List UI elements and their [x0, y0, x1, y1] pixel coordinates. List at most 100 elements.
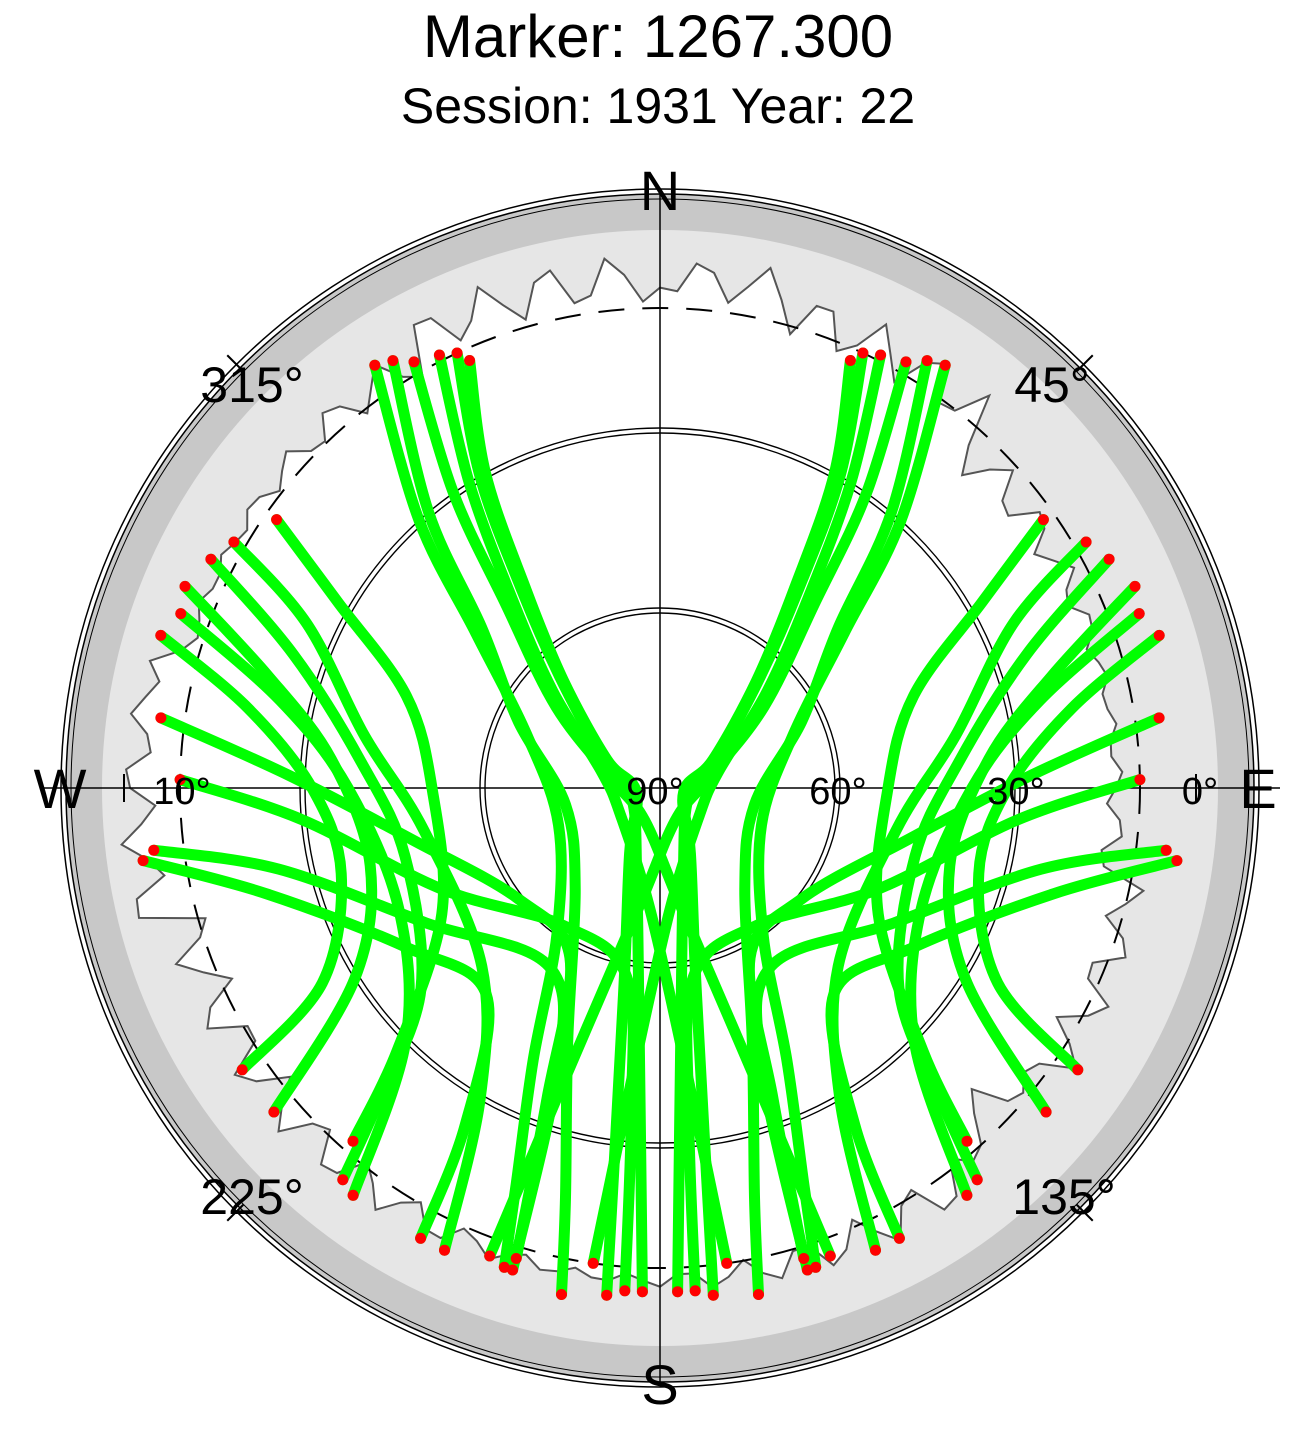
satellite-track — [387, 355, 581, 1300]
track-start-point — [464, 355, 476, 366]
track-end-point — [824, 1250, 836, 1262]
track-start-point — [844, 355, 856, 366]
track-end-point — [619, 1285, 631, 1297]
track-end-point — [268, 1106, 280, 1118]
track-start-point — [174, 774, 186, 786]
track-end-point — [689, 1285, 701, 1297]
track-end-point — [753, 1289, 764, 1300]
track-start-point — [1080, 536, 1092, 548]
track-start-point — [271, 514, 283, 526]
track-end-point — [721, 1257, 733, 1269]
north-label: N — [640, 159, 680, 222]
track-end-point — [1072, 1064, 1084, 1076]
chart-title: Marker: 1267.300 — [422, 3, 894, 70]
track-start-point — [433, 349, 445, 361]
track-end-point — [870, 1244, 881, 1256]
track-start-point — [1171, 855, 1183, 867]
track-end-point — [439, 1244, 450, 1256]
track-end-point — [961, 1189, 973, 1201]
track-start-point — [1134, 774, 1146, 786]
track-start-point — [857, 347, 869, 359]
track-end-point — [1040, 1106, 1052, 1118]
track-end-point — [337, 1174, 349, 1186]
track-start-point — [1133, 608, 1145, 620]
track-end-point — [601, 1289, 613, 1301]
satellite-track — [681, 774, 1146, 1297]
track-start-point — [875, 349, 887, 361]
azimuth-tick — [226, 1203, 245, 1222]
elevation-tick-label-60: 60° — [809, 771, 866, 813]
satellite-track — [271, 514, 450, 1147]
azimuth-tick-label-225: 225° — [200, 1169, 303, 1225]
track-start-point — [205, 553, 217, 565]
track-end-point — [636, 1286, 648, 1298]
track-end-point — [810, 1261, 822, 1273]
track-start-point — [900, 356, 912, 368]
satellite-track — [369, 359, 567, 1273]
west-label: W — [34, 757, 87, 820]
satellite-track — [743, 712, 1165, 1264]
azimuth-tick — [1075, 354, 1094, 373]
chart-subtitle: Session: 1931 Year: 22 — [400, 78, 916, 134]
track-end-point — [498, 1261, 510, 1273]
track-end-point — [707, 1289, 719, 1301]
track-end-point — [971, 1174, 983, 1186]
track-end-point — [672, 1286, 684, 1298]
track-end-point — [236, 1064, 248, 1076]
track-start-point — [1129, 580, 1141, 592]
track-end-point — [587, 1257, 599, 1269]
plot-axes — [40, 191, 1280, 1385]
track-endpoints — [137, 347, 1183, 1301]
track-end-point — [510, 1253, 522, 1264]
elevation-tick-label-90: 90° — [626, 771, 683, 813]
satellite-track — [228, 536, 493, 1256]
track-end-point — [347, 1189, 359, 1201]
satellite-track — [174, 774, 639, 1297]
track-start-point — [137, 855, 149, 867]
satellite-track — [464, 355, 643, 1301]
azimuth-tick-label-315: 315° — [200, 357, 303, 413]
track-end-point — [415, 1232, 427, 1244]
azimuth-tick — [226, 354, 245, 373]
azimuth-tick-label-45: 45° — [1014, 357, 1090, 413]
elevation-tick-label-0: 0° — [1182, 771, 1218, 813]
satellite-track — [825, 855, 1183, 1244]
track-start-point — [451, 347, 463, 359]
track-start-point — [408, 356, 420, 368]
track-start-point — [1103, 553, 1115, 565]
track-start-point — [1153, 712, 1165, 724]
track-end-point — [798, 1253, 810, 1264]
elevation-tick-label-10: 10° — [153, 771, 210, 813]
track-start-point — [387, 355, 399, 367]
track-end-point — [347, 1135, 359, 1147]
track-end-point — [961, 1135, 973, 1147]
satellite-track — [827, 536, 1092, 1256]
satellite-track — [870, 514, 1049, 1147]
azimuth-tick — [1075, 1203, 1094, 1222]
track-start-point — [369, 359, 381, 371]
track-start-point — [939, 359, 951, 371]
track-start-point — [921, 355, 933, 367]
south-label: S — [641, 1353, 678, 1416]
axis-labels: N S W E 45° 135° 225° 315° 90° 60° 30° 0… — [34, 159, 1277, 1416]
elevation-tick-label-30: 30° — [987, 771, 1044, 813]
east-label: E — [1239, 757, 1276, 820]
satellite-track — [739, 355, 933, 1300]
track-end-point — [801, 1264, 813, 1276]
track-start-point — [175, 608, 187, 620]
track-end-point — [484, 1250, 496, 1262]
azimuth-tick-label-135: 135° — [1012, 1169, 1115, 1225]
track-end-point — [556, 1289, 567, 1300]
track-start-point — [1153, 629, 1165, 641]
track-start-point — [155, 712, 167, 724]
track-start-point — [1037, 514, 1049, 526]
satellite-track — [137, 855, 495, 1244]
track-start-point — [228, 536, 240, 548]
track-end-point — [893, 1232, 905, 1244]
satellite-track — [677, 355, 856, 1301]
track-start-point — [179, 580, 191, 592]
track-start-point — [148, 844, 160, 856]
satellite-track — [587, 349, 887, 1269]
track-start-point — [1160, 844, 1172, 856]
